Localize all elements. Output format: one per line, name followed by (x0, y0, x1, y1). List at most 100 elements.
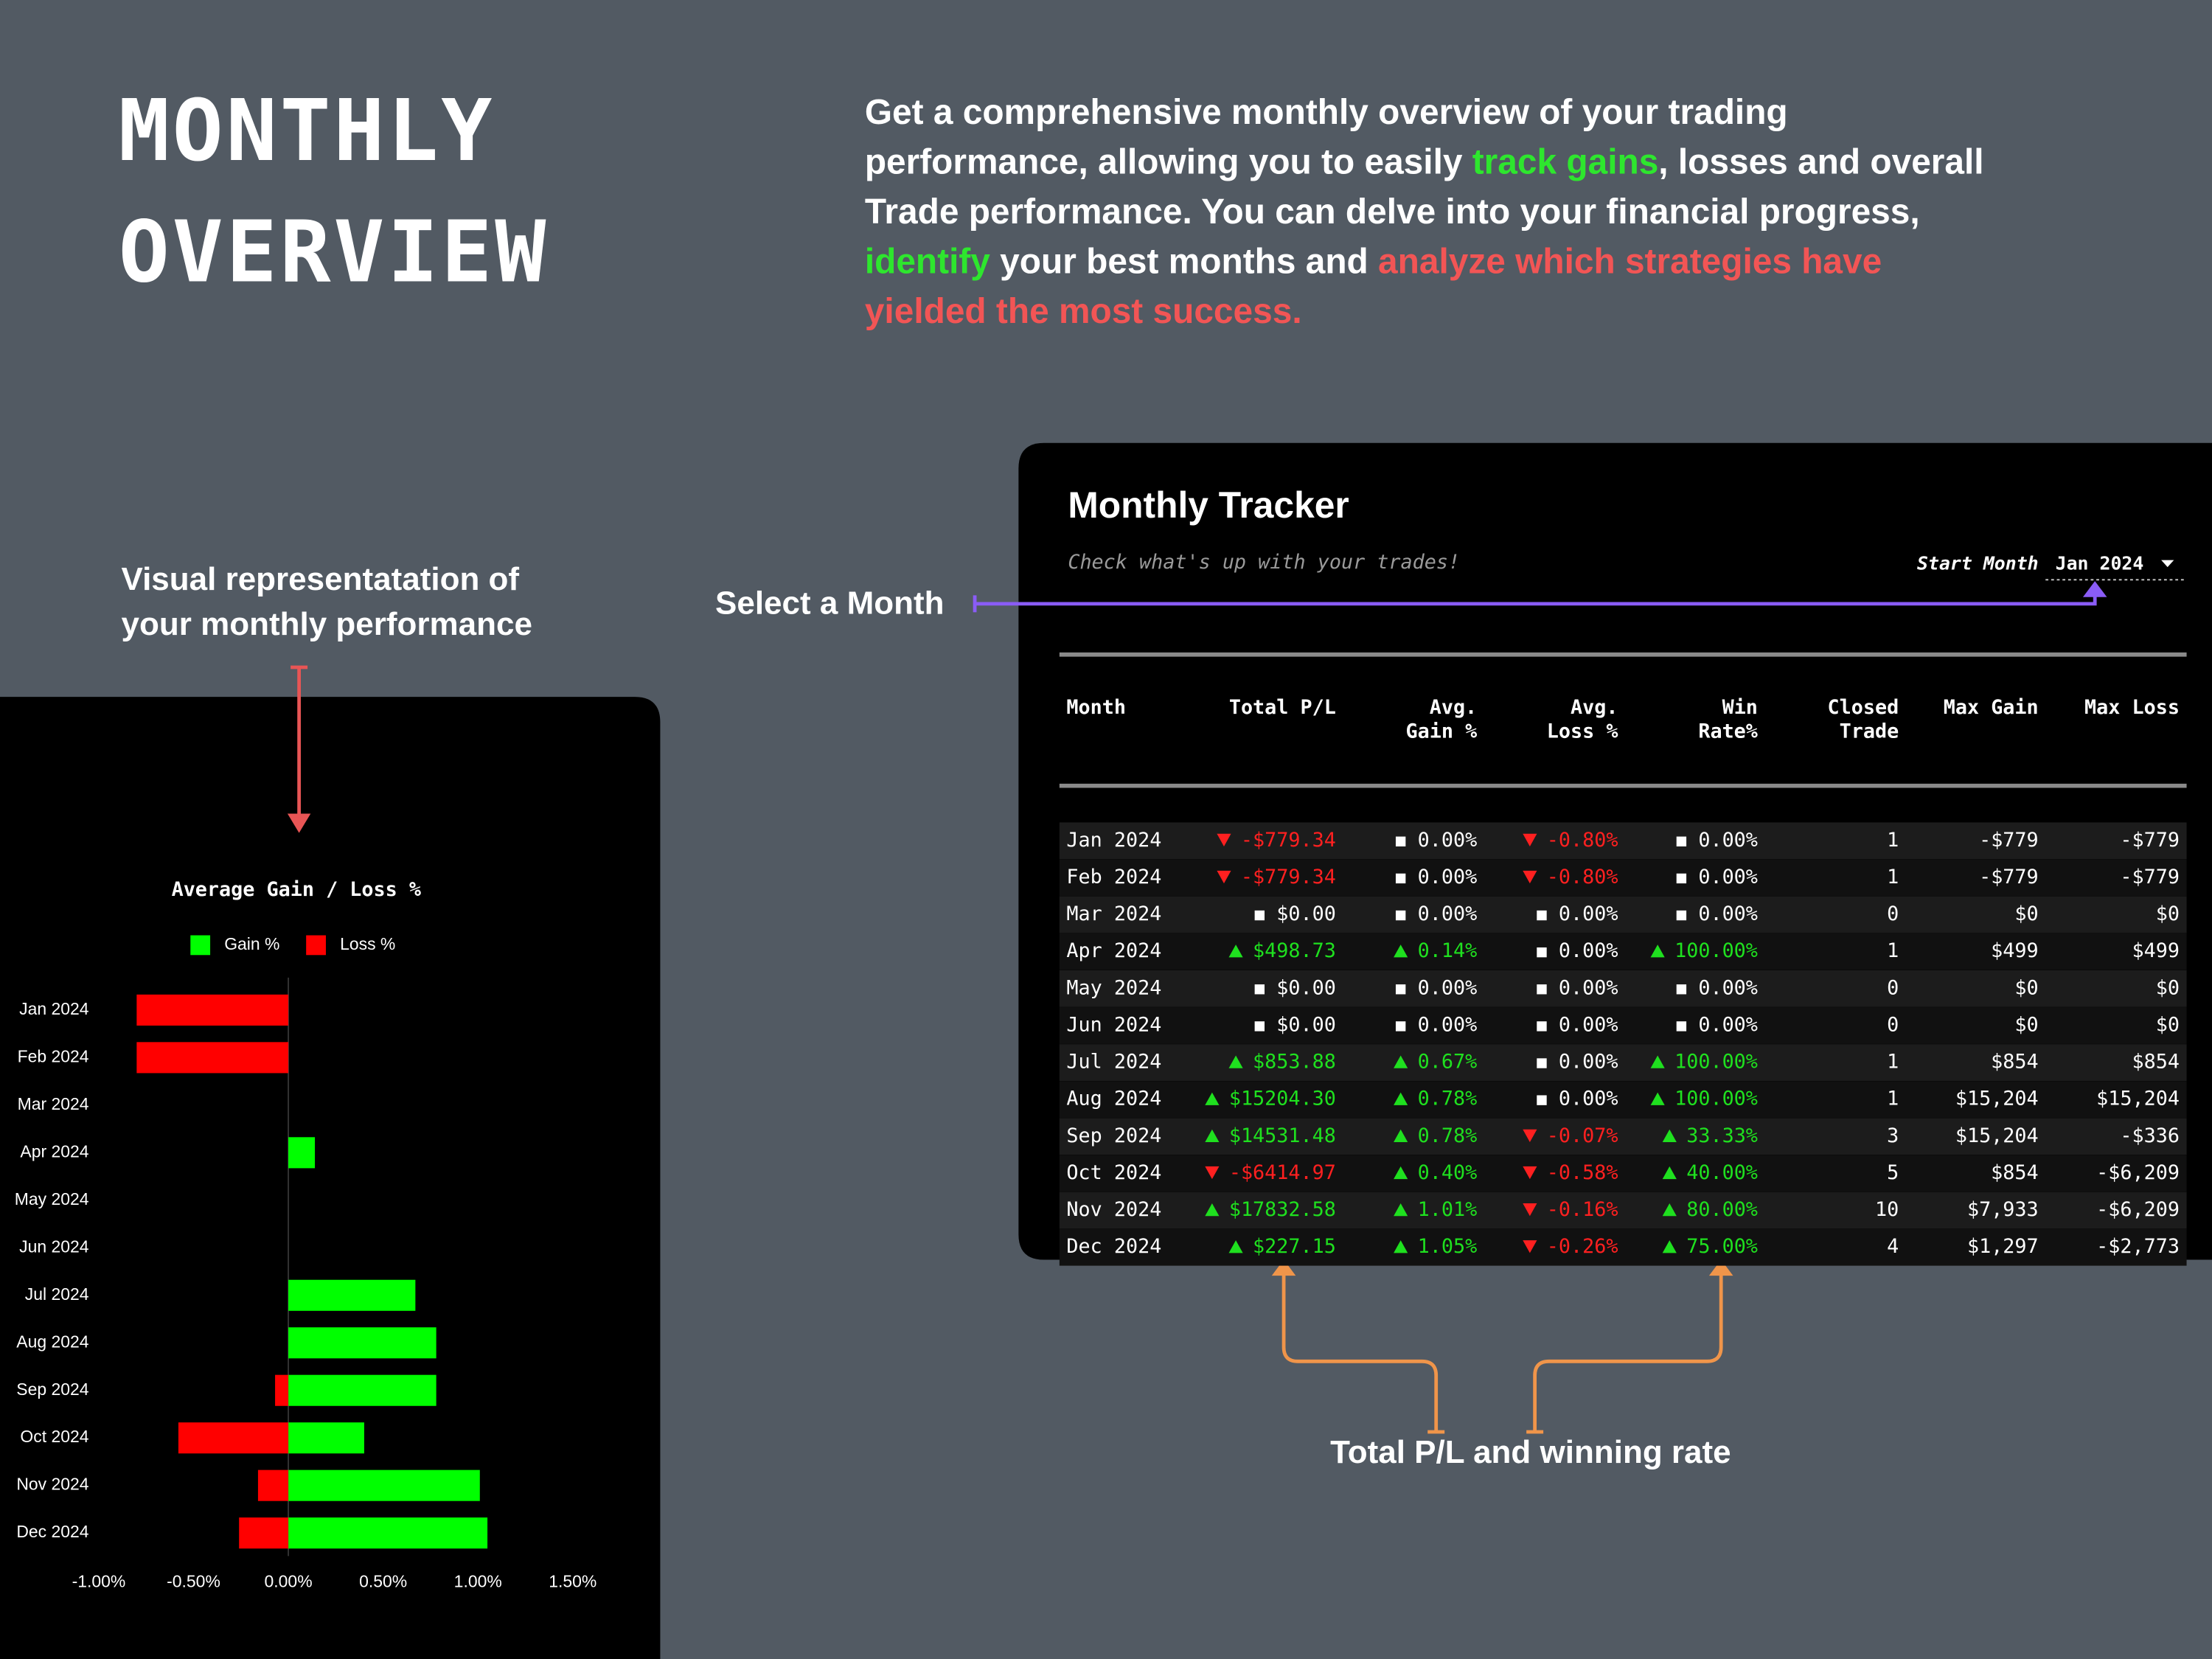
trend-up (1205, 1203, 1220, 1217)
description-line: Get a comprehensive monthly overview of … (865, 93, 1788, 132)
trend-down (1217, 833, 1231, 846)
table-cell: 4 (1887, 1235, 1899, 1258)
table-cell: 80.00% (1686, 1198, 1758, 1221)
table-cell: Nov 2024 (1066, 1198, 1161, 1221)
trend-down (1523, 1129, 1537, 1142)
legend-swatch (190, 935, 211, 956)
description-segment: yielded the most success. (865, 292, 1302, 331)
description-segment: Get a comprehensive monthly overview of … (865, 93, 1788, 132)
trend-up (1662, 1240, 1677, 1253)
trend-up (1394, 1166, 1408, 1180)
table-cell: 0.00% (1559, 1013, 1618, 1036)
trend-flat (1676, 836, 1687, 846)
table-cell: -$779.34 (1241, 829, 1336, 852)
table-row (1059, 822, 2187, 860)
bar (239, 1517, 289, 1549)
trend-flat (1537, 984, 1547, 995)
bar (136, 994, 289, 1026)
legend-label: Loss % (340, 934, 395, 953)
start-month-select[interactable]: Jan 2024 (2056, 552, 2144, 574)
table-cell: 0.00% (1418, 1013, 1478, 1036)
table-cell: -0.80% (1547, 866, 1618, 888)
trend-down (1523, 1240, 1537, 1253)
trend-up (1394, 945, 1408, 958)
bar (288, 1137, 316, 1169)
trend-flat (1537, 947, 1547, 958)
annotation: Total P/L and winning rate (1330, 1434, 1731, 1470)
trend-flat (1676, 984, 1687, 995)
table-cell: Apr 2024 (1066, 939, 1161, 962)
description-segment: identify (865, 242, 990, 281)
trend-flat (1395, 873, 1406, 884)
trend-up (1650, 1055, 1665, 1068)
legend-swatch (306, 935, 326, 956)
table-row (1059, 896, 2187, 933)
table-cell: May 2024 (1066, 976, 1161, 999)
table-cell: 0.00% (1698, 902, 1758, 925)
start-month-label: Start Month (1917, 552, 2039, 574)
trend-up (1394, 1129, 1408, 1142)
table-cell: 33.33% (1686, 1124, 1758, 1147)
bar (288, 1517, 488, 1549)
table-arrows (1271, 1259, 1733, 1434)
description-line: performance, allowing you to easily trac… (865, 142, 1984, 181)
table-cell: 1.05% (1418, 1235, 1478, 1258)
y-tick-label: Jan 2024 (19, 999, 89, 1018)
y-tick-label: Aug 2024 (16, 1332, 88, 1351)
table-cell: Dec 2024 (1066, 1235, 1161, 1258)
trend-up (1228, 1055, 1243, 1068)
column-header: Avg. (1571, 696, 1618, 719)
table-cell: $0.00 (1276, 976, 1336, 999)
table-cell: 0.00% (1559, 976, 1618, 999)
bar (288, 1374, 437, 1406)
table-cell: 40.00% (1686, 1161, 1758, 1184)
y-tick-label: Jul 2024 (25, 1284, 89, 1304)
table-cell: $0 (2156, 1013, 2180, 1036)
y-tick-label: Nov 2024 (16, 1475, 88, 1494)
trend-flat (1254, 1021, 1265, 1032)
table-cell: 100.00% (1674, 1051, 1758, 1074)
description-segment: track gains (1472, 142, 1659, 181)
table-cell: 3 (1887, 1124, 1899, 1147)
bar (288, 1470, 480, 1501)
table-cell: 0.00% (1559, 939, 1618, 962)
table-cell: $0.00 (1276, 1013, 1336, 1036)
column-header: Rate% (1698, 720, 1758, 742)
dropdown-caret[interactable] (2161, 560, 2174, 568)
table-cell: 0.00% (1698, 1013, 1758, 1036)
table-cell: $15,204 (1955, 1124, 2039, 1147)
description-segment: analyze which strategies have (1378, 242, 1882, 281)
trend-up (1662, 1129, 1677, 1142)
table-row (1059, 1228, 2187, 1266)
trend-up (1650, 1092, 1665, 1105)
table-cell: 75.00% (1686, 1235, 1758, 1258)
table-cell: 0 (1887, 902, 1899, 925)
column-header: Max Gain (1944, 696, 2039, 719)
table-cell: -$6414.97 (1229, 1161, 1336, 1184)
trend-up (1394, 1055, 1408, 1068)
select-arrow (973, 581, 2107, 613)
table-cell: 100.00% (1674, 1088, 1758, 1110)
table-cell: 0.78% (1418, 1088, 1478, 1110)
table-cell: Jun 2024 (1066, 1013, 1161, 1036)
table-cell: $0 (2014, 902, 2038, 925)
table-cell: $17832.58 (1229, 1198, 1336, 1221)
table-row (1059, 1192, 2187, 1229)
table-cell: $14531.48 (1229, 1124, 1336, 1147)
y-tick-label: Feb 2024 (18, 1046, 89, 1065)
x-tick-label: 0.50% (359, 1572, 407, 1591)
description-segment: performance, allowing you to easily (865, 142, 1472, 181)
table-cell: -0.26% (1547, 1235, 1618, 1258)
table-cell: 0.00% (1418, 902, 1478, 925)
table-cell: -$6,209 (2096, 1161, 2180, 1184)
y-tick-label: Oct 2024 (20, 1427, 88, 1446)
description-segment: , losses and overall (1658, 142, 1983, 181)
table-cell: 1 (1887, 829, 1899, 852)
table-cell: $0 (2014, 1013, 2038, 1036)
tracker-title: Monthly Tracker (1068, 484, 1349, 526)
table-cell: -$779 (1979, 866, 2039, 888)
trend-up (1205, 1129, 1220, 1142)
trend-up (1662, 1203, 1677, 1217)
table-row (1059, 970, 2187, 1007)
